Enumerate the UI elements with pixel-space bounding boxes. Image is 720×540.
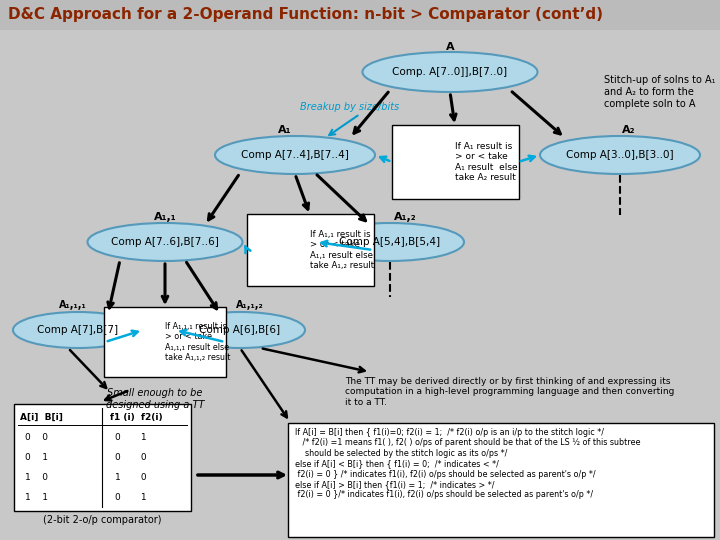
- Text: Comp A[7..4],B[7..4]: Comp A[7..4],B[7..4]: [241, 150, 349, 160]
- Text: (2-bit 2-o/p comparator): (2-bit 2-o/p comparator): [43, 515, 162, 525]
- FancyBboxPatch shape: [392, 125, 518, 199]
- FancyBboxPatch shape: [14, 404, 191, 511]
- Text: f1 (i)  f2(i): f1 (i) f2(i): [110, 413, 163, 422]
- Ellipse shape: [175, 312, 305, 348]
- Text: A[i]  B[i]: A[i] B[i]: [20, 413, 63, 422]
- Text: A₁: A₁: [278, 125, 292, 135]
- Text: If A₁ result is
> or < take
A₁ result  else
take A₂ result: If A₁ result is > or < take A₁ result el…: [455, 142, 518, 182]
- Text: Comp A[6],B[6]: Comp A[6],B[6]: [199, 325, 281, 335]
- Text: Stitch-up of soIns to A₁
and A₂ to form the
complete soIn to A: Stitch-up of soIns to A₁ and A₂ to form …: [603, 76, 715, 109]
- Text: A₁,₁: A₁,₁: [153, 212, 176, 222]
- Text: Breakup by size/bits: Breakup by size/bits: [300, 102, 400, 112]
- Text: A₁,₁,₁: A₁,₁,₁: [59, 300, 87, 310]
- Text: D&C Approach for a 2-Operand Function: n-bit > Comparator (cont’d): D&C Approach for a 2-Operand Function: n…: [8, 8, 603, 23]
- FancyBboxPatch shape: [288, 423, 714, 537]
- Ellipse shape: [362, 52, 538, 92]
- Text: 0       1: 0 1: [115, 433, 147, 442]
- FancyBboxPatch shape: [104, 307, 226, 377]
- Text: Comp A[5,4],B[5,4]: Comp A[5,4],B[5,4]: [339, 237, 441, 247]
- Text: Small enough to be
designed using a TT: Small enough to be designed using a TT: [106, 388, 204, 410]
- Text: A₁,₁,₂: A₁,₁,₂: [236, 300, 264, 310]
- Text: 0    1: 0 1: [25, 453, 48, 462]
- Ellipse shape: [316, 223, 464, 261]
- Text: 0       0: 0 0: [115, 453, 147, 462]
- Text: If A₁,₁,₁ result is
> or < take
A₁,₁,₁ result else
take A₁,₁,₂ result: If A₁,₁,₁ result is > or < take A₁,₁,₁ r…: [165, 322, 230, 362]
- Text: 1    0: 1 0: [25, 473, 48, 482]
- Ellipse shape: [540, 136, 700, 174]
- Ellipse shape: [215, 136, 375, 174]
- Text: Comp A[7],B[7]: Comp A[7],B[7]: [37, 325, 119, 335]
- FancyBboxPatch shape: [246, 214, 374, 286]
- Text: 0    0: 0 0: [25, 433, 48, 442]
- Text: The TT may be derived directly or by first thinking of and expressing its
comput: The TT may be derived directly or by fir…: [345, 377, 675, 407]
- Text: Comp. A[7..0]],B[7..0]: Comp. A[7..0]],B[7..0]: [392, 67, 508, 77]
- Ellipse shape: [13, 312, 143, 348]
- Text: Comp A[3..0],B[3..0]: Comp A[3..0],B[3..0]: [566, 150, 674, 160]
- Text: 1    1: 1 1: [25, 493, 48, 502]
- Text: Comp A[7..6],B[7..6]: Comp A[7..6],B[7..6]: [111, 237, 219, 247]
- Text: 0       1: 0 1: [115, 493, 147, 502]
- Text: 1       0: 1 0: [115, 473, 147, 482]
- Text: If A[i] = B[i] then { f1(i)=0; f2(i) = 1;  /* f2(i) o/p is an i/p to the stitch : If A[i] = B[i] then { f1(i)=0; f2(i) = 1…: [295, 428, 641, 500]
- Text: If A₁,₁ result is
> or < take
A₁,₁ result else
take A₁,₂ result: If A₁,₁ result is > or < take A₁,₁ resul…: [310, 230, 374, 270]
- Text: A₂: A₂: [621, 125, 635, 135]
- Ellipse shape: [88, 223, 243, 261]
- Text: A₁,₂: A₁,₂: [394, 212, 416, 222]
- Text: A: A: [446, 42, 454, 52]
- FancyBboxPatch shape: [0, 0, 720, 30]
